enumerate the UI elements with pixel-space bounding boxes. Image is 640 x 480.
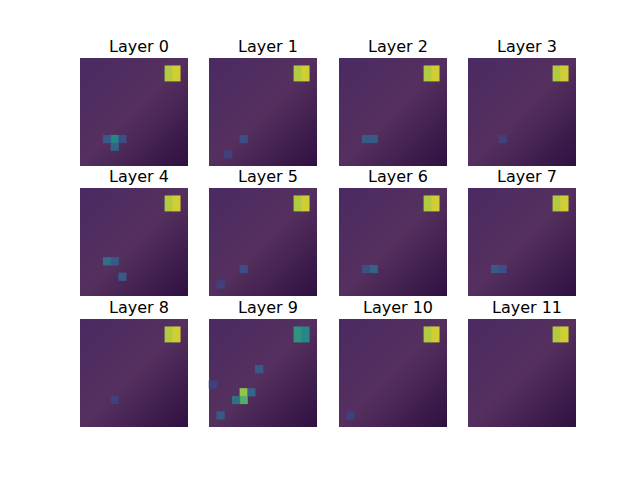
svg-text:Layer 7: Layer 7 (497, 167, 557, 186)
svg-text:Layer 9: Layer 9 (238, 298, 298, 317)
svg-text:Layer 10: Layer 10 (363, 298, 433, 317)
svg-text:Layer 6: Layer 6 (368, 167, 428, 186)
svg-text:Layer 1: Layer 1 (238, 37, 298, 56)
svg-text:Layer 0: Layer 0 (109, 37, 169, 56)
svg-text:Layer 3: Layer 3 (497, 37, 557, 56)
svg-text:Layer 11: Layer 11 (492, 298, 562, 317)
svg-text:Layer 5: Layer 5 (238, 167, 298, 186)
svg-text:Layer 4: Layer 4 (109, 167, 169, 186)
svg-text:Layer 2: Layer 2 (368, 37, 428, 56)
svg-text:Layer 8: Layer 8 (109, 298, 169, 317)
